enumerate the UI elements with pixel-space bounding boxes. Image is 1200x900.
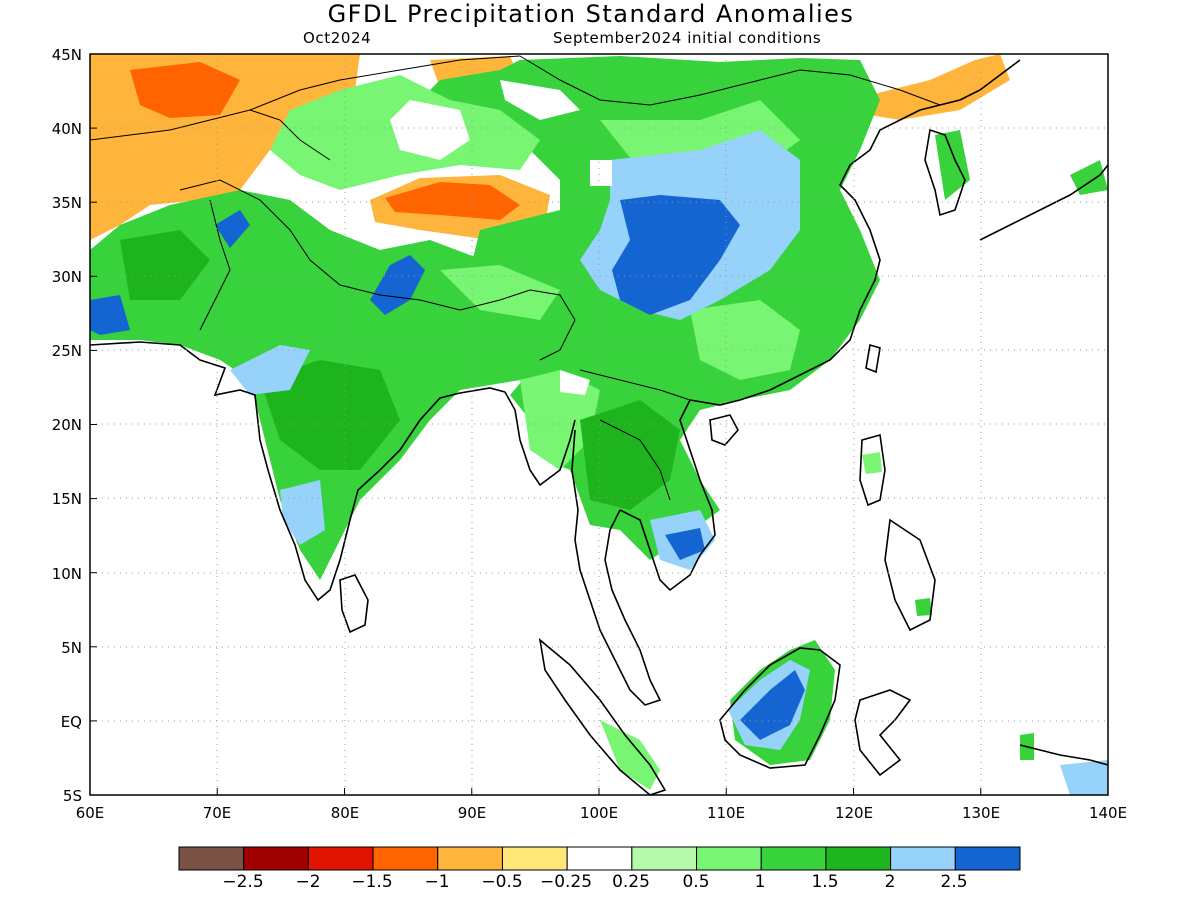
colorbar-swatch bbox=[890, 846, 956, 871]
tick-label-lat: 45N bbox=[52, 46, 82, 64]
colorbar-swatch bbox=[696, 846, 762, 871]
coastline-sri-lanka bbox=[339, 574, 369, 634]
colorbar-label: 2 bbox=[884, 872, 896, 892]
luzon-wet bbox=[862, 452, 882, 474]
country-borders bbox=[90, 55, 941, 501]
cambodia-wet-core bbox=[665, 528, 705, 560]
tick-label-lat: 10N bbox=[52, 565, 82, 583]
tibet-dry-core bbox=[385, 182, 520, 220]
coastline-taiwan bbox=[865, 343, 881, 374]
neutral-patch bbox=[390, 100, 470, 160]
colorbar-swatch bbox=[825, 846, 892, 871]
borneo-wet-core bbox=[740, 670, 805, 740]
colorbar-label: 1.5 bbox=[811, 872, 839, 892]
coastlines bbox=[90, 59, 1108, 795]
tick-label-lon: 100E bbox=[580, 804, 618, 822]
colorbar-label: −0.25 bbox=[539, 872, 593, 892]
light-wet-se bbox=[690, 300, 800, 380]
new-guinea-wet bbox=[1060, 760, 1108, 795]
mindanao-wet bbox=[915, 598, 932, 616]
colorbar-label: 0.25 bbox=[612, 872, 650, 892]
coastline-sumatra bbox=[538, 638, 667, 795]
colorbar-swatch bbox=[501, 846, 568, 871]
colorbar-swatch bbox=[760, 846, 827, 871]
coastline-sulawesi bbox=[854, 689, 912, 777]
colorbar-label: −2.5 bbox=[222, 872, 264, 892]
coastline-bay-of-bengal bbox=[504, 391, 576, 487]
longitude-labels: 60E 70E 80E 90E 100E 110E 120E 130E 140E bbox=[76, 804, 1127, 822]
central-asia-dry-core bbox=[130, 62, 240, 118]
tick-label-lon: 90E bbox=[458, 804, 487, 822]
colorbar-swatch bbox=[307, 846, 374, 871]
korea-wet bbox=[935, 130, 970, 200]
tick-label-lat: 20N bbox=[52, 416, 82, 434]
neutral-patch bbox=[590, 160, 612, 186]
light-wet-indochina bbox=[520, 370, 600, 470]
colorbar-swatch bbox=[372, 846, 439, 871]
coastline-philippines bbox=[884, 518, 936, 632]
himalaya-wet-core bbox=[370, 255, 425, 315]
colorbar-label: −0.5 bbox=[481, 872, 523, 892]
tick-label-lon: 120E bbox=[835, 804, 873, 822]
colorbar-swatch bbox=[954, 846, 1021, 871]
dark-wet-pakistan bbox=[120, 230, 210, 300]
sumatra-wet bbox=[600, 720, 660, 790]
coastline-korea bbox=[924, 128, 966, 217]
colorbar-label: 2.5 bbox=[940, 872, 968, 892]
colorbar-swatch bbox=[243, 846, 309, 871]
tick-label-lat: 25N bbox=[52, 342, 82, 360]
light-wet-tibet-south bbox=[440, 265, 560, 320]
tick-label-lat: 15N bbox=[52, 490, 82, 508]
tick-label-lon: 140E bbox=[1089, 804, 1127, 822]
map-title: GFDL Precipitation Standard Anomalies bbox=[327, 0, 855, 28]
colorbar-swatch bbox=[566, 846, 633, 871]
kashmir-wet bbox=[215, 210, 250, 248]
coastline-hainan bbox=[709, 414, 739, 446]
tick-label-lat: EQ bbox=[61, 713, 82, 731]
pakistan-wet-core bbox=[90, 295, 130, 335]
forecast-month: Oct2024 bbox=[303, 29, 372, 47]
india-northwest-wet bbox=[230, 345, 310, 395]
coastline-borneo bbox=[719, 647, 841, 769]
dark-wet-india bbox=[260, 360, 400, 470]
tick-label-lat: 30N bbox=[52, 268, 82, 286]
tick-label-lon: 130E bbox=[962, 804, 1000, 822]
coastline-malay-peninsula bbox=[571, 429, 662, 706]
latitude-labels: 45N 40N 35N 30N 25N 20N 15N 10N 5N EQ 5S bbox=[52, 46, 82, 805]
coastline-japan bbox=[979, 164, 1108, 241]
japan-wet bbox=[1070, 160, 1108, 195]
coastline-gulf-of-thailand bbox=[619, 399, 716, 592]
initial-conditions: September2024 initial conditions bbox=[553, 29, 822, 47]
coastline-new-guinea bbox=[1019, 744, 1108, 766]
sichuan-wet-core bbox=[612, 195, 740, 315]
coastline-south-china bbox=[689, 59, 1021, 406]
neutral-patch bbox=[560, 370, 590, 395]
tick-label-lat: 5N bbox=[61, 639, 82, 657]
tick-label-lon: 110E bbox=[707, 804, 745, 822]
coastline-arabian-sea bbox=[90, 341, 506, 602]
neutral-patch bbox=[500, 80, 580, 120]
colorbar-label: −1.5 bbox=[351, 872, 393, 892]
anomaly-field bbox=[90, 54, 1108, 795]
tick-label-lon: 70E bbox=[203, 804, 232, 822]
colorbar-swatch bbox=[437, 846, 503, 871]
colorbar bbox=[178, 846, 1021, 871]
tick-label-lon: 80E bbox=[331, 804, 360, 822]
axis-ticks bbox=[89, 53, 1109, 796]
coastline-luzon bbox=[859, 433, 886, 507]
tick-label-lat: 40N bbox=[52, 120, 82, 138]
tick-label-lon: 60E bbox=[76, 804, 105, 822]
colorbar-swatch bbox=[631, 846, 698, 871]
indian-ocean-coast-wet bbox=[280, 480, 325, 545]
colorbar-label: 0.5 bbox=[682, 872, 710, 892]
colorbar-label: −1 bbox=[424, 872, 450, 892]
dark-wet-indochina bbox=[580, 400, 680, 510]
tick-label-lat: 35N bbox=[52, 194, 82, 212]
colorbar-label: −2 bbox=[295, 872, 321, 892]
tick-label-lat: 5S bbox=[63, 787, 82, 805]
colorbar-label: 1 bbox=[754, 872, 766, 892]
colorbar-swatch bbox=[178, 846, 245, 871]
northeast-china-dry bbox=[870, 54, 1010, 120]
